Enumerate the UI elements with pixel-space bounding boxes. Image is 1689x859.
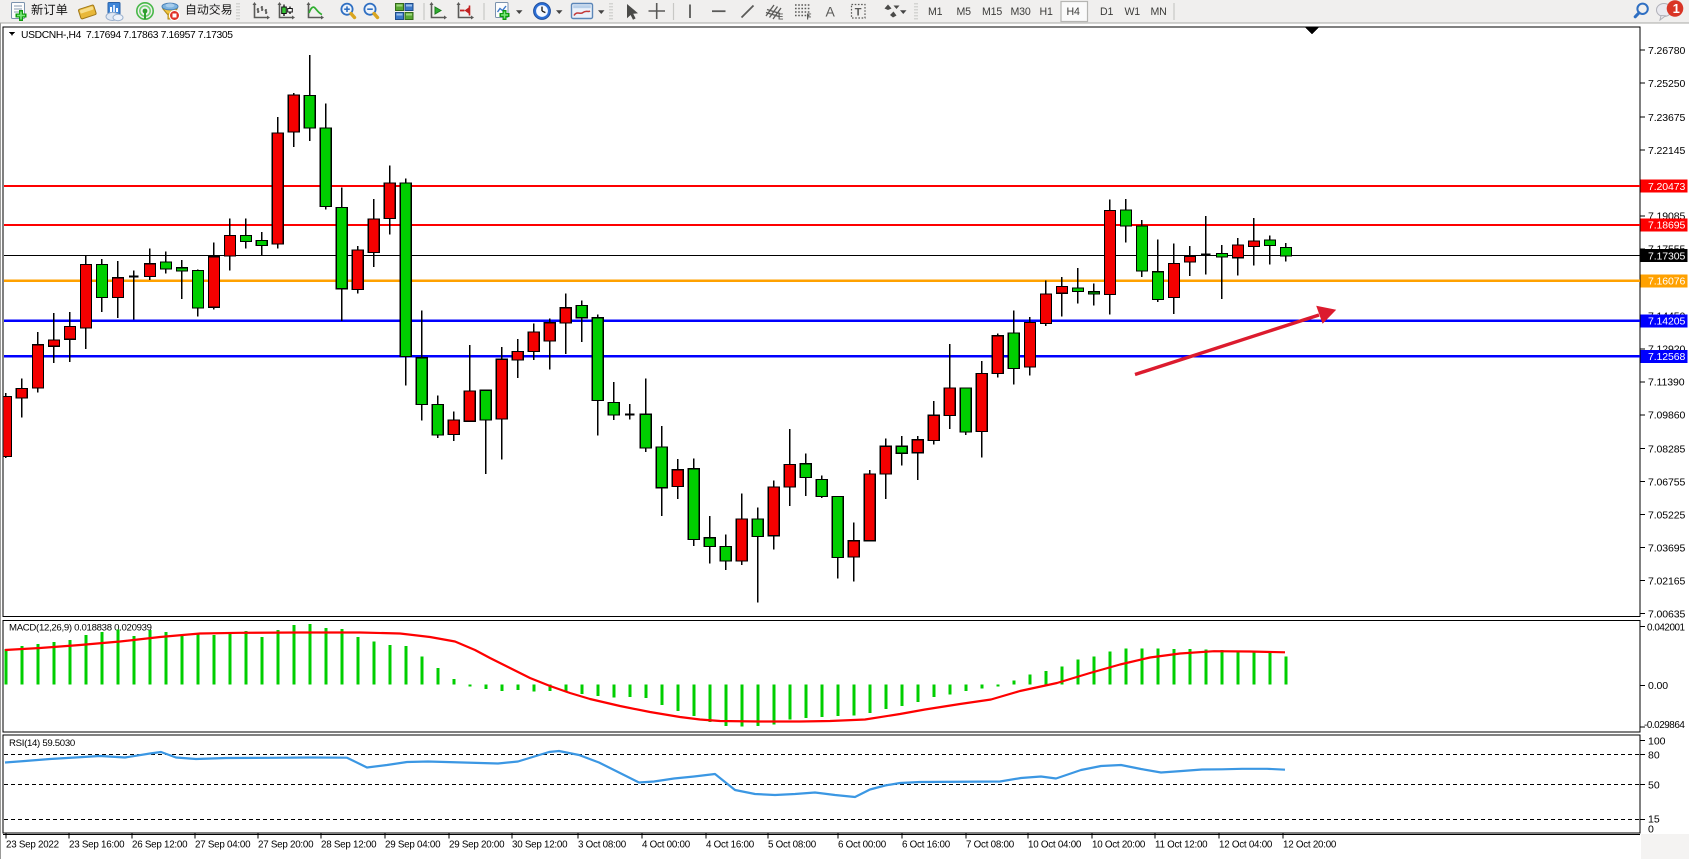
svg-text:23 Sep 16:00: 23 Sep 16:00 — [69, 840, 125, 851]
svg-text:27 Sep 04:00: 27 Sep 04:00 — [195, 840, 251, 851]
svg-text:H4: H4 — [1067, 6, 1080, 18]
svg-text:7.20473: 7.20473 — [1648, 181, 1686, 193]
svg-text:30 Sep 12:00: 30 Sep 12:00 — [512, 840, 568, 851]
svg-text:100: 100 — [1648, 735, 1666, 747]
svg-text:7.14205: 7.14205 — [1648, 316, 1686, 328]
svg-text:RSI(14) 59.5030: RSI(14) 59.5030 — [9, 738, 75, 749]
svg-text:M15: M15 — [982, 6, 1002, 18]
svg-text:6 Oct 16:00: 6 Oct 16:00 — [902, 840, 951, 851]
svg-text:7.09860: 7.09860 — [1648, 410, 1686, 422]
svg-text:7.08285: 7.08285 — [1648, 444, 1686, 456]
svg-text:7.12568: 7.12568 — [1648, 351, 1686, 363]
svg-text:50: 50 — [1648, 779, 1660, 791]
svg-text:6 Oct 00:00: 6 Oct 00:00 — [838, 840, 887, 851]
svg-text:15: 15 — [1648, 813, 1660, 825]
svg-text:M5: M5 — [957, 6, 972, 18]
svg-text:W1: W1 — [1125, 6, 1141, 18]
svg-text:7.11390: 7.11390 — [1648, 377, 1685, 389]
svg-text:T: T — [855, 7, 862, 19]
svg-text:28 Sep 12:00: 28 Sep 12:00 — [321, 840, 377, 851]
svg-text:0.00: 0.00 — [1648, 680, 1668, 692]
svg-text:7.25250: 7.25250 — [1648, 78, 1686, 90]
svg-text:MN: MN — [1151, 6, 1167, 18]
svg-text:4 Oct 16:00: 4 Oct 16:00 — [706, 840, 755, 851]
svg-text:27 Sep 20:00: 27 Sep 20:00 — [258, 840, 314, 851]
svg-text:0.042001: 0.042001 — [1647, 622, 1686, 633]
svg-text:USDCNH-,H4 7.17694 7.17863 7.: USDCNH-,H4 7.17694 7.17863 7.16957 7.173… — [21, 30, 233, 41]
svg-text:M30: M30 — [1011, 6, 1031, 18]
svg-text:A: A — [826, 4, 836, 20]
svg-text:3 Oct 08:00: 3 Oct 08:00 — [578, 840, 627, 851]
svg-text:E: E — [778, 13, 784, 22]
svg-text:H1: H1 — [1040, 6, 1053, 18]
svg-text:7.00635: 7.00635 — [1648, 609, 1686, 621]
svg-text:7.23675: 7.23675 — [1648, 112, 1686, 124]
svg-text:MACD(12,26,9) 0.018838 0.02093: MACD(12,26,9) 0.018838 0.020939 — [9, 623, 152, 634]
svg-text:7.16076: 7.16076 — [1648, 276, 1686, 288]
svg-text:F: F — [807, 13, 812, 22]
svg-text:80: 80 — [1648, 749, 1660, 761]
svg-text:7.05225: 7.05225 — [1648, 510, 1686, 522]
svg-text:12 Oct 04:00: 12 Oct 04:00 — [1219, 840, 1273, 851]
svg-text:0: 0 — [1648, 823, 1654, 835]
svg-text:11 Oct 12:00: 11 Oct 12:00 — [1155, 840, 1208, 851]
svg-text:12 Oct 20:00: 12 Oct 20:00 — [1283, 840, 1337, 851]
svg-text:26 Sep 12:00: 26 Sep 12:00 — [132, 840, 188, 851]
svg-text:7.03695: 7.03695 — [1648, 543, 1686, 555]
svg-text:1: 1 — [1673, 1, 1680, 16]
svg-text:10 Oct 04:00: 10 Oct 04:00 — [1028, 840, 1082, 851]
svg-text:7.02165: 7.02165 — [1648, 576, 1686, 588]
svg-text:4 Oct 00:00: 4 Oct 00:00 — [642, 840, 691, 851]
svg-text:5 Oct 08:00: 5 Oct 08:00 — [768, 840, 817, 851]
svg-text:29 Sep 20:00: 29 Sep 20:00 — [449, 840, 505, 851]
svg-text:7.17305: 7.17305 — [1648, 250, 1686, 262]
svg-text:7.06755: 7.06755 — [1648, 477, 1686, 489]
svg-text:-0.029864: -0.029864 — [1644, 720, 1685, 731]
svg-text:M1: M1 — [928, 6, 943, 18]
svg-text:10 Oct 20:00: 10 Oct 20:00 — [1092, 840, 1146, 851]
svg-text:7.26780: 7.26780 — [1648, 45, 1686, 57]
svg-text:7.18695: 7.18695 — [1648, 220, 1686, 232]
svg-text:23 Sep 2022: 23 Sep 2022 — [6, 840, 59, 851]
svg-text:7.22145: 7.22145 — [1648, 145, 1686, 157]
svg-text:D1: D1 — [1100, 6, 1113, 18]
svg-text:29 Sep 04:00: 29 Sep 04:00 — [385, 840, 441, 851]
svg-text:7 Oct 08:00: 7 Oct 08:00 — [966, 840, 1015, 851]
